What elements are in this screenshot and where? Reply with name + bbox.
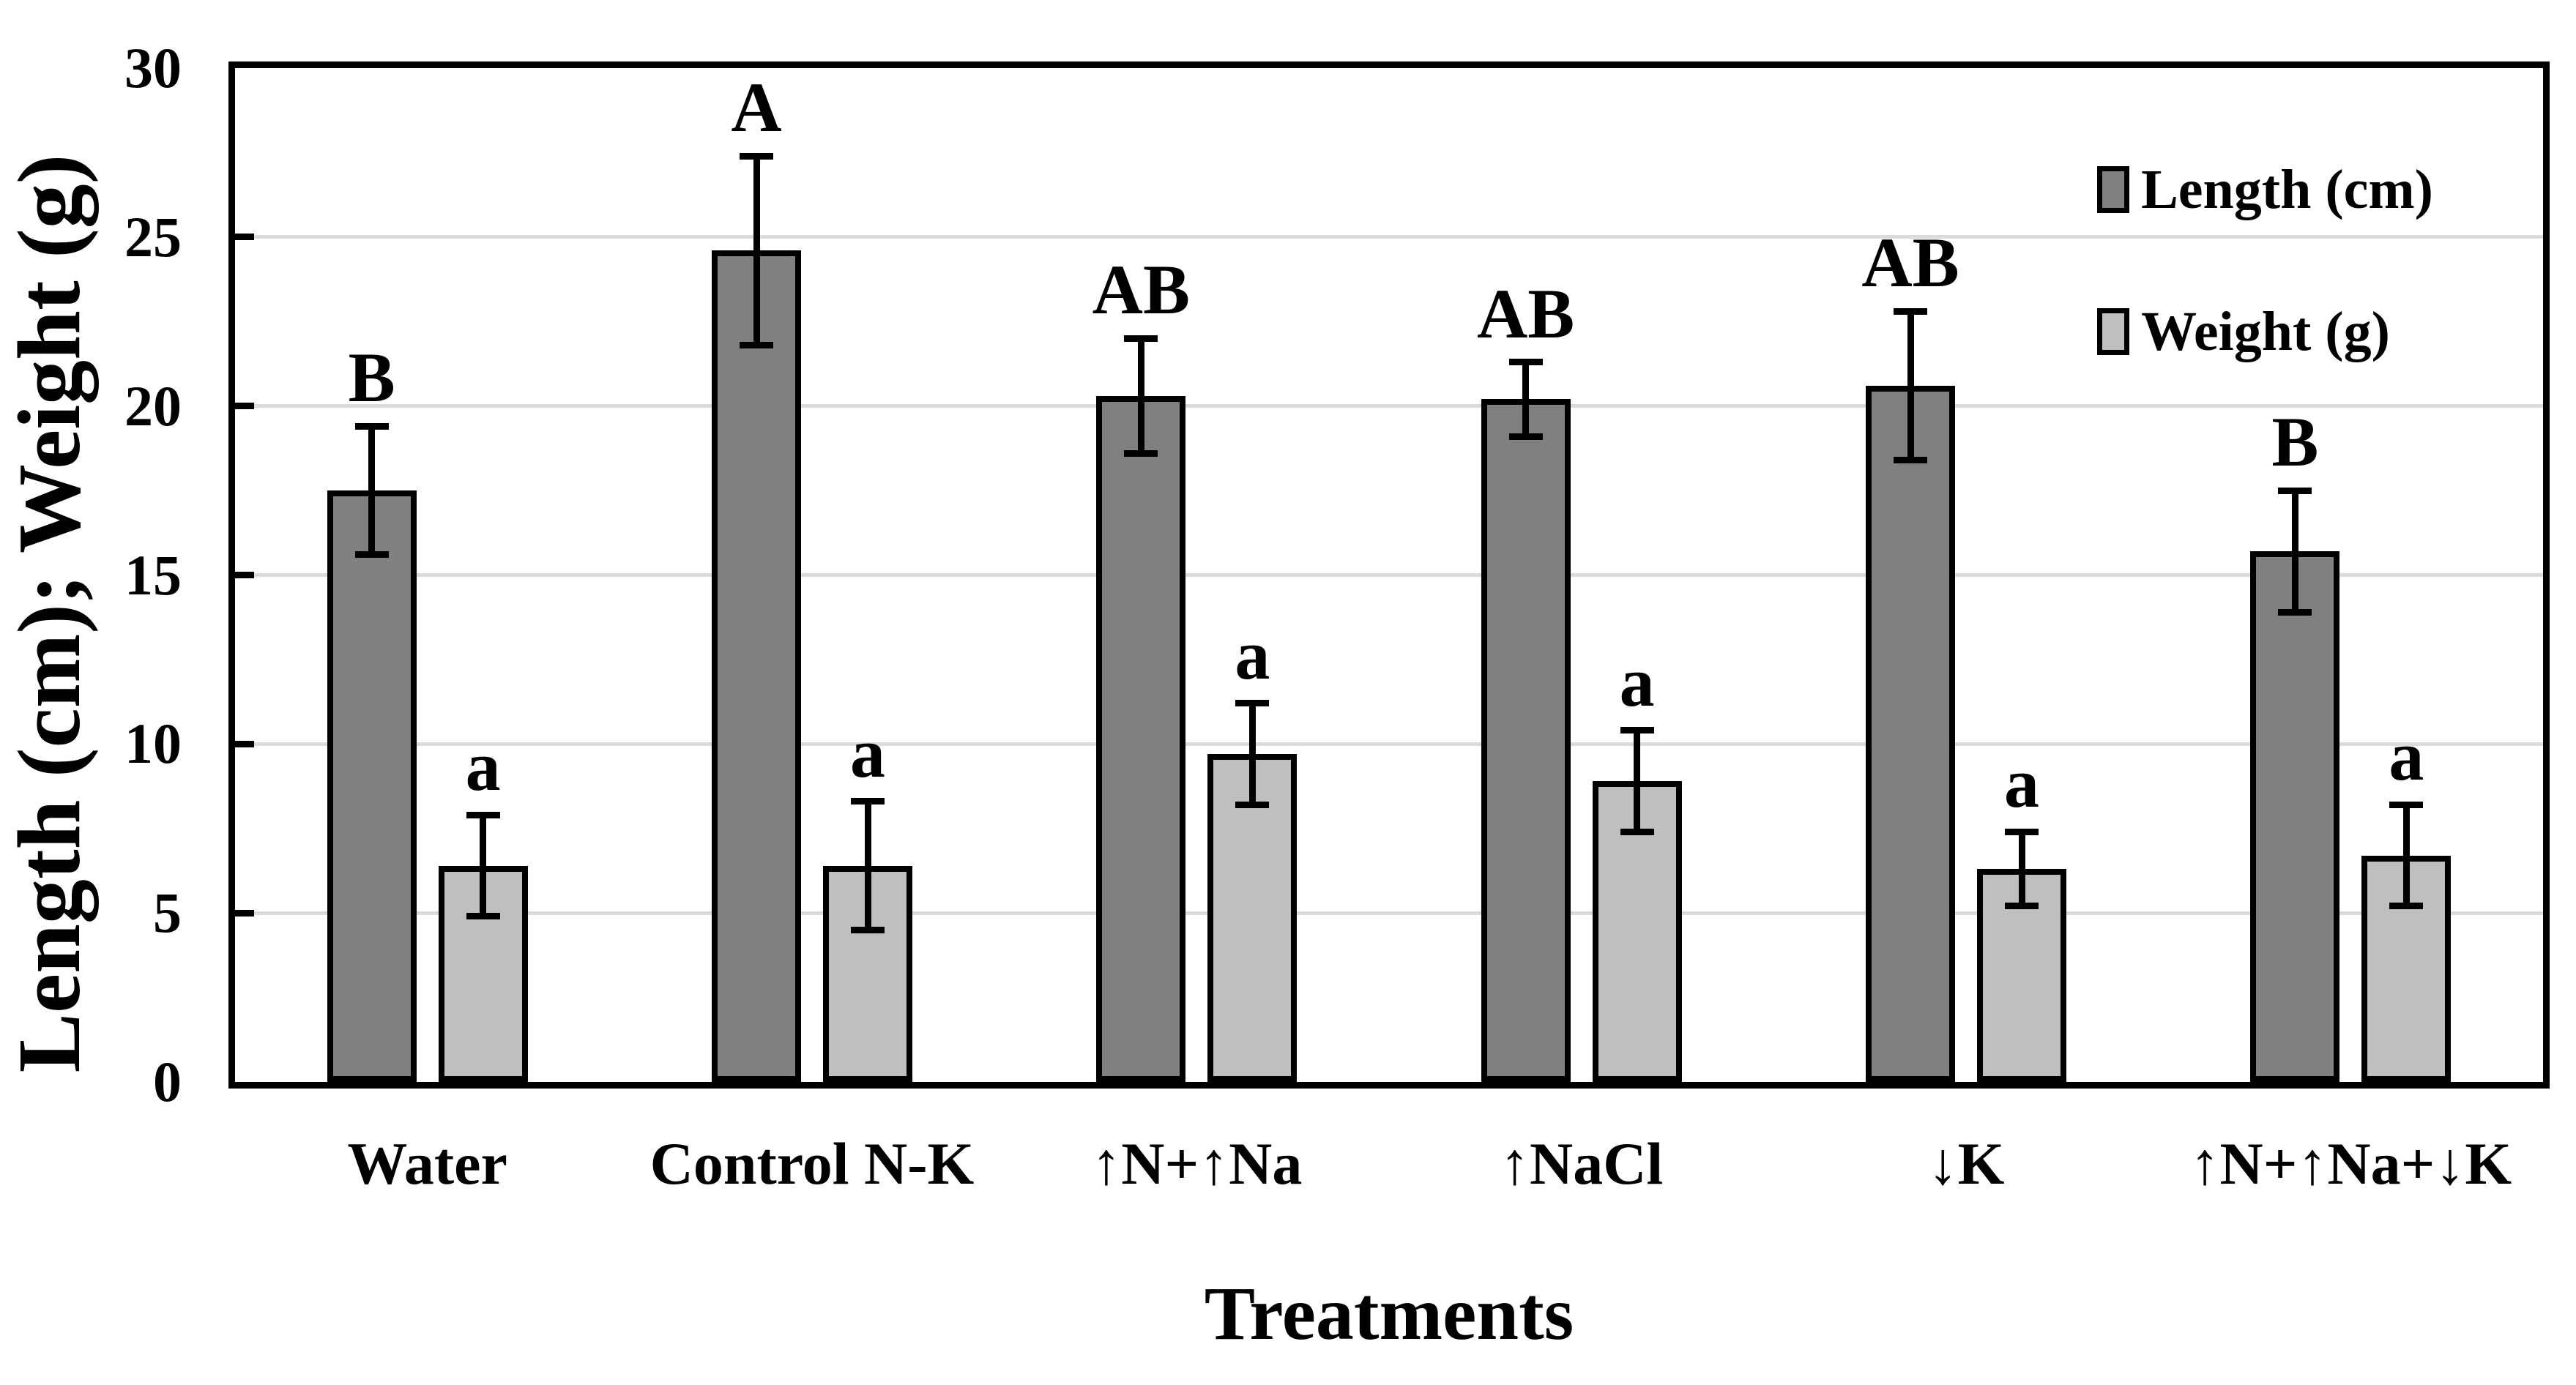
error-bar-cap [1124,335,1158,342]
legend: Length (cm) Weight (g) [2097,162,2433,359]
legend-label: Weight (g) [2141,301,2390,362]
error-bar-cap [2389,903,2424,910]
error-bar-cap [1124,449,1158,457]
error-bar-line [480,815,487,917]
y-tick-mark [235,403,254,410]
error-bar-cap [1620,828,1654,835]
bar [1481,399,1571,1082]
x-tick-label: ↑N+↑Na+↓K [2189,1130,2512,1197]
x-tick-label: ↑N+↑Na [1091,1130,1303,1197]
error-bar-cap [1508,359,1543,366]
x-tick-label: Water [347,1130,507,1197]
x-tick-label: Control N-K [649,1130,975,1197]
significance-letter: a [2389,717,2424,796]
significance-letter: AB [1476,274,1575,353]
error-bar-line [1248,703,1256,805]
error-bar-cap [2278,487,2312,494]
y-tick-label: 20 [124,373,182,438]
legend-label: Length (cm) [2141,159,2433,220]
error-bar-line [2018,832,2025,906]
significance-letter: B [2271,403,2319,482]
gridline [235,911,2543,915]
y-tick-label: 30 [124,36,182,100]
error-bar-line [2402,805,2410,906]
significance-letter: a [1619,642,1655,721]
significance-letter: AB [1092,250,1190,329]
error-bar-cap [1235,801,1270,808]
bar [2250,551,2340,1082]
legend-item: Length (cm) [2097,162,2433,217]
error-bar-cap [740,342,773,349]
significance-letter: A [731,68,782,147]
y-tick-label: 15 [124,542,182,607]
bar [1866,385,1955,1082]
gridline [235,573,2543,577]
gridline [235,742,2543,746]
y-tick-label: 25 [124,204,182,269]
significance-letter: a [850,713,885,792]
gridline [235,235,2543,239]
error-bar-line [753,156,760,346]
error-bar-line [864,801,871,930]
error-bar-cap [354,551,389,559]
x-axis-title: Treatments [1204,1272,1574,1356]
error-bar-cap [1894,457,1927,464]
y-tick-mark [235,572,254,578]
error-bar-cap [1894,307,1927,315]
significance-letter: AB [1861,223,1959,302]
y-tick-label: 0 [153,1050,182,1113]
error-bar-cap [2005,903,2039,910]
significance-letter: a [2004,744,2039,823]
error-bar-cap [354,422,389,430]
error-bar-line [1137,338,1144,454]
y-tick-mark [235,909,254,917]
error-bar-cap [1508,433,1543,440]
error-bar-line [1907,311,1914,460]
x-tick-label: ↑NaCl [1500,1130,1664,1197]
error-bar-cap [851,926,885,933]
error-bar-cap [466,811,500,818]
error-bar-cap [1235,700,1270,707]
gridline [235,404,2543,408]
error-bar-cap [740,152,773,160]
bar [1096,395,1186,1082]
error-bar-line [368,426,376,555]
y-tick-label: 5 [153,881,182,945]
x-tick-label: ↓K [1927,1130,2005,1197]
bar [712,250,801,1082]
error-bar-line [2291,490,2298,613]
error-bar-line [1522,362,1530,437]
y-tick-mark [235,740,254,747]
error-bar-line [1634,730,1641,832]
significance-letter: a [465,727,501,806]
legend-swatch-icon [2097,308,2130,355]
error-bar-cap [1620,727,1654,734]
error-bar-cap [2278,608,2312,616]
error-bar-cap [2389,801,2424,808]
bar [327,490,417,1082]
y-tick-label: 10 [124,712,182,776]
error-bar-cap [466,913,500,920]
error-bar-cap [2005,828,2039,835]
legend-item: Weight (g) [2097,304,2433,359]
legend-swatch-icon [2097,166,2130,213]
significance-letter: B [348,338,395,417]
error-bar-cap [851,798,885,805]
y-tick-mark [235,234,254,241]
significance-letter: a [1235,615,1270,694]
